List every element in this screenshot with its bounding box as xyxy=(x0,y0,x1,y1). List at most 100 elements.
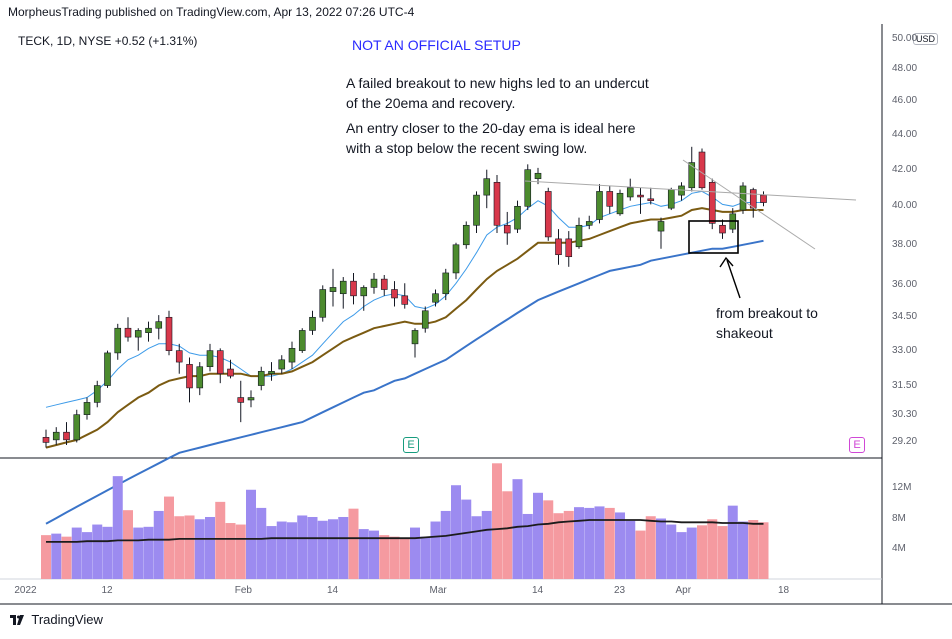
candle-body xyxy=(206,350,214,368)
candle-body xyxy=(175,350,183,363)
volume-bar xyxy=(697,525,707,579)
candle-body xyxy=(401,295,409,305)
price-tick: 30.30 xyxy=(892,408,918,420)
earnings-badge-green[interactable]: E xyxy=(403,437,419,453)
earnings-badge-magenta[interactable]: E xyxy=(849,437,865,453)
volume-bar xyxy=(41,535,51,579)
volume-bar xyxy=(574,507,584,579)
volume-bar xyxy=(420,536,431,579)
candle-body xyxy=(155,321,163,329)
candle-body xyxy=(370,278,378,288)
candle-body xyxy=(688,162,696,189)
volume-bar xyxy=(379,535,390,579)
time-tick: Apr xyxy=(675,585,692,596)
volume-bar xyxy=(666,524,677,579)
callout-arrow xyxy=(726,259,741,299)
candle-body xyxy=(483,178,491,196)
price-tick: 40.00 xyxy=(892,200,918,212)
volume-bar xyxy=(656,518,666,579)
volume-bar xyxy=(369,530,379,579)
volume-bar xyxy=(738,521,748,579)
volume-bar xyxy=(328,519,338,579)
candle-body xyxy=(698,151,706,189)
candle-body xyxy=(575,224,583,248)
volume-bar xyxy=(748,520,759,579)
volume-bar xyxy=(594,506,605,579)
callout-arrow-head xyxy=(719,256,734,268)
setup-label: NOT AN OFFICIAL SETUP xyxy=(352,37,521,53)
candle-body xyxy=(616,192,624,215)
candle-body xyxy=(83,402,91,415)
volume-bar xyxy=(266,526,277,579)
callout-line2: shakeout xyxy=(716,325,773,341)
volume-bar xyxy=(430,521,441,579)
price-tick: 33.00 xyxy=(892,344,918,356)
callout-line1: from breakout to xyxy=(716,305,818,321)
symbol-label: TECK, 1D, NYSE xyxy=(18,34,112,48)
volume-bar xyxy=(686,527,697,579)
volume-bar xyxy=(133,527,144,579)
price-tick: 46.00 xyxy=(892,95,918,107)
tradingview-footer[interactable]: TradingView xyxy=(10,612,103,627)
candle-body xyxy=(391,289,398,299)
time-tick: 12 xyxy=(101,585,113,596)
time-tick: 23 xyxy=(614,585,626,596)
volume-bar xyxy=(676,532,687,579)
time-tick: 18 xyxy=(778,585,790,596)
volume-bar xyxy=(522,513,533,579)
candle-body xyxy=(380,278,388,290)
volume-bar xyxy=(215,501,226,579)
candle-body xyxy=(760,194,767,203)
candle-body xyxy=(52,431,60,441)
price-tick: 31.50 xyxy=(892,379,918,391)
callout-breakout-shakeout: from breakout to shakeout xyxy=(716,303,818,343)
price-tick: 38.00 xyxy=(892,238,918,250)
candle-body xyxy=(288,348,296,363)
candle-body xyxy=(247,397,255,401)
candle-body xyxy=(606,191,614,207)
volume-bar xyxy=(707,519,718,579)
volume-bar xyxy=(338,516,349,579)
candle-body xyxy=(216,350,224,375)
volume-tick: 8M xyxy=(892,512,906,524)
volume-bar xyxy=(461,499,472,579)
candle-body xyxy=(421,310,429,329)
volume-bar xyxy=(563,510,574,579)
volume-bar xyxy=(389,536,400,579)
note2-line1: An entry closer to the 20-day ema is ide… xyxy=(346,120,636,136)
candle-body xyxy=(667,189,675,209)
volume-bar xyxy=(225,523,236,579)
volume-bar xyxy=(205,516,215,579)
volume-bar xyxy=(307,516,318,579)
volume-bar xyxy=(235,524,246,579)
price-tick: 48.00 xyxy=(892,63,918,75)
candle-body xyxy=(657,221,665,232)
candle-body xyxy=(452,244,460,274)
volume-bar xyxy=(635,530,646,579)
volume-bar xyxy=(317,520,328,579)
candle-body xyxy=(708,181,716,224)
volume-ma-line xyxy=(46,519,764,543)
volume-bar xyxy=(82,532,92,579)
candle-body xyxy=(114,327,122,354)
candle-body xyxy=(227,368,234,377)
price-tick: 36.00 xyxy=(892,279,918,291)
volume-bar xyxy=(256,507,267,579)
shakeout-box xyxy=(688,220,739,254)
volume-bar xyxy=(451,485,461,579)
time-tick: 14 xyxy=(327,585,339,596)
candle-body xyxy=(278,359,286,370)
volume-bar xyxy=(276,521,287,579)
volume-bar xyxy=(502,491,513,579)
horizontal-trendline xyxy=(524,180,857,201)
symbol-legend[interactable]: TECK, 1D, NYSE +0.52 (+1.31%) xyxy=(18,34,197,48)
time-tick: 14 xyxy=(532,585,544,596)
time-tick: Mar xyxy=(429,585,447,596)
candle-body xyxy=(739,185,747,211)
publisher-line: MorpheusTrading published on TradingView… xyxy=(8,5,415,19)
candle-body xyxy=(63,431,70,441)
overlay-line-2 xyxy=(45,207,764,449)
brand-label: TradingView xyxy=(31,612,103,627)
currency-badge[interactable]: USD xyxy=(913,33,939,45)
